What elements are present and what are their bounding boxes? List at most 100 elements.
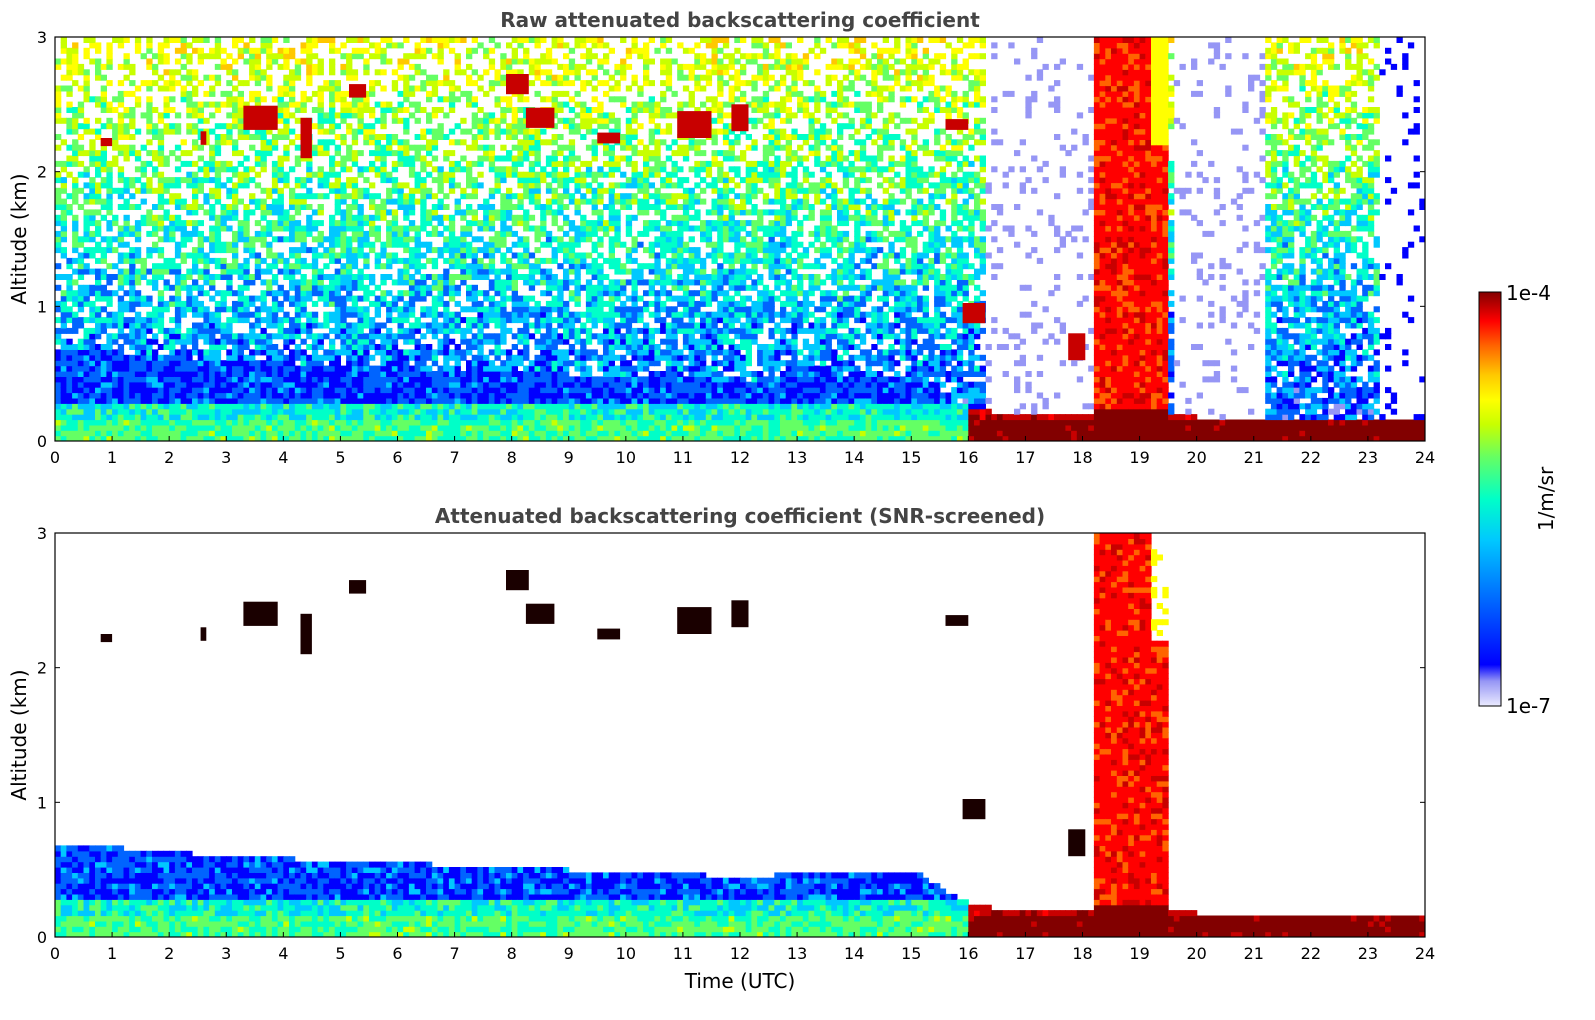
heatmap-cell <box>454 365 461 372</box>
heatmap-cell <box>117 435 125 441</box>
heatmap-cell <box>329 371 336 377</box>
heatmap-cell <box>506 268 513 275</box>
heatmap-cell <box>363 274 370 280</box>
heatmap-cell <box>511 58 518 65</box>
heatmap-cell <box>500 74 507 81</box>
heatmap-cell <box>391 214 399 221</box>
heatmap-cell <box>408 252 416 259</box>
heatmap-cell <box>197 371 204 377</box>
heatmap-cell <box>517 403 524 410</box>
heatmap-cell <box>237 220 244 227</box>
heatmap-cell <box>517 354 524 361</box>
heatmap-cell <box>311 360 319 367</box>
heatmap-cell <box>140 198 147 205</box>
heatmap-cell <box>426 214 433 221</box>
heatmap-cell <box>511 344 518 350</box>
heatmap-cell <box>169 107 176 113</box>
heatmap-cell <box>163 419 170 426</box>
heatmap-cell <box>243 387 250 394</box>
heatmap-cell <box>157 220 165 227</box>
heatmap-cell <box>351 53 359 60</box>
heatmap-cell <box>83 327 90 334</box>
heatmap-cell <box>152 155 159 162</box>
heatmap-cell <box>346 387 353 394</box>
heatmap-cell <box>334 430 341 437</box>
heatmap-cell <box>186 182 193 189</box>
heatmap-cell <box>431 435 439 441</box>
heatmap-cell <box>112 128 119 135</box>
heatmap-cell <box>346 263 353 270</box>
heatmap-cell <box>386 101 393 108</box>
heatmap-cell <box>237 274 244 280</box>
heatmap-cell <box>192 112 199 119</box>
heatmap-cell <box>403 53 410 60</box>
heatmap-cell <box>283 257 290 264</box>
heatmap-cell <box>580 236 587 243</box>
heatmap-cell <box>266 360 273 367</box>
heatmap-cell <box>169 225 176 232</box>
heatmap-cell <box>545 209 553 216</box>
heatmap-cell <box>443 214 450 221</box>
heatmap-cell <box>403 230 410 237</box>
heatmap-cell <box>408 263 416 270</box>
heatmap-cell <box>100 344 107 350</box>
heatmap-cell <box>580 160 587 167</box>
heatmap-cell <box>563 160 570 167</box>
heatmap-cell <box>157 354 165 361</box>
heatmap-cell <box>488 349 496 356</box>
heatmap-cell <box>431 139 439 146</box>
heatmap-cell <box>220 47 227 54</box>
heatmap-cell <box>66 354 73 361</box>
heatmap-cell <box>334 354 341 361</box>
heatmap-cell <box>266 365 273 372</box>
heatmap-cell <box>431 295 439 302</box>
heatmap-cell <box>180 160 187 167</box>
heatmap-cell <box>157 160 165 167</box>
heatmap-cell <box>209 403 216 410</box>
heatmap-cell <box>563 117 570 124</box>
heatmap-cell <box>203 279 210 286</box>
heatmap-cell <box>380 58 387 65</box>
heatmap-cell <box>77 252 85 259</box>
heatmap-cell <box>271 397 279 404</box>
heatmap-cell <box>117 42 125 49</box>
heatmap-cell <box>334 204 341 210</box>
heatmap-cell <box>232 408 239 415</box>
heatmap-cell <box>300 311 307 318</box>
heatmap-cell <box>477 144 484 151</box>
heatmap-cell <box>420 360 427 367</box>
heatmap-cell <box>494 80 501 87</box>
heatmap-cell <box>369 274 376 280</box>
heatmap-cell <box>95 134 102 140</box>
heatmap-cell <box>357 236 364 243</box>
heatmap-cell <box>317 182 324 189</box>
heatmap-cell <box>357 333 364 340</box>
heatmap-cell <box>237 198 244 205</box>
heatmap-cell <box>55 230 62 237</box>
heatmap-cell <box>488 371 496 377</box>
heatmap-cell <box>346 209 353 216</box>
heatmap-cell <box>163 96 170 103</box>
heatmap-cell <box>408 333 416 340</box>
heatmap-cell <box>237 333 244 340</box>
heatmap-cell <box>557 300 564 307</box>
heatmap-cell <box>408 247 416 254</box>
heatmap-cell <box>585 435 593 441</box>
heatmap-cell <box>152 392 159 399</box>
heatmap-cell <box>397 198 404 205</box>
heatmap-cell <box>568 241 576 248</box>
heatmap-cell <box>329 171 336 178</box>
heatmap-cell <box>214 392 222 399</box>
heatmap-cell <box>311 430 319 437</box>
heatmap-cell <box>563 424 570 431</box>
heatmap-cell <box>585 279 593 286</box>
heatmap-cell <box>192 327 199 334</box>
heatmap-cell <box>545 430 553 437</box>
heatmap-cell <box>460 155 467 162</box>
heatmap-cell <box>494 365 501 372</box>
heatmap-cell <box>283 101 290 108</box>
heatmap-cell <box>203 311 210 318</box>
heatmap-cell <box>568 198 576 205</box>
heatmap-cell <box>323 177 330 184</box>
heatmap-cell <box>540 80 547 87</box>
